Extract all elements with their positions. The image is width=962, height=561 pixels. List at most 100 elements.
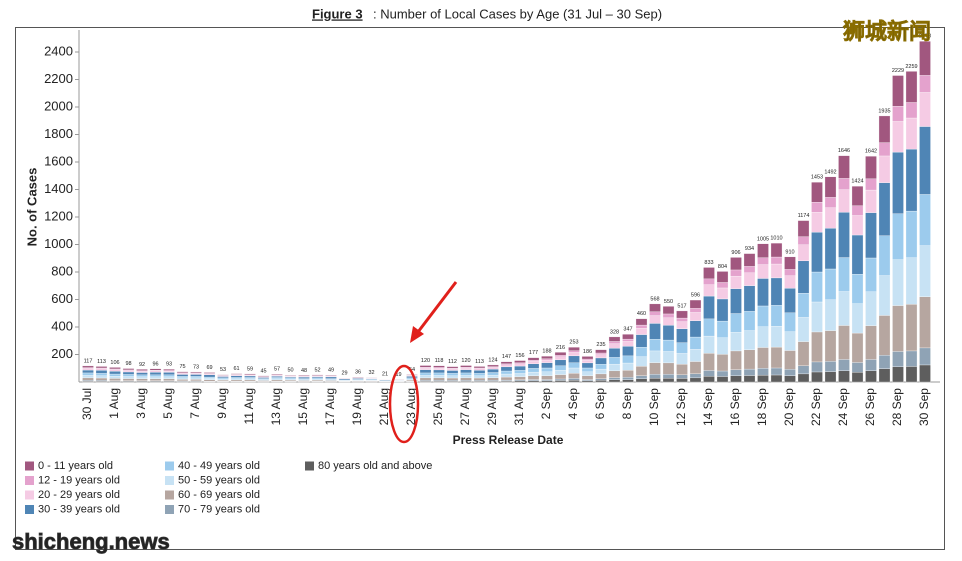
legend-swatch (25, 476, 34, 485)
bar-segment (905, 117, 918, 150)
bar-segment (514, 376, 526, 380)
x-tick-label: 31 Aug (512, 388, 526, 425)
bar-segment (446, 370, 459, 374)
total-label: 1492 (824, 169, 836, 175)
bar-segment (514, 373, 526, 377)
bar-segment (433, 368, 445, 371)
bar-segment (527, 361, 540, 364)
bar-segment (635, 375, 648, 379)
x-tick-label: 8 Sep (620, 388, 634, 420)
bar-segment (136, 376, 148, 379)
bar-segment (784, 269, 796, 276)
bar-segment (716, 354, 729, 372)
x-tick-label: 11 Aug (242, 388, 256, 424)
bar-segment (730, 375, 742, 383)
bar-segment (797, 293, 810, 318)
bar-segment (824, 207, 837, 229)
bar-segment (662, 374, 675, 379)
total-label: 188 (542, 349, 551, 355)
bar-segment (460, 377, 472, 381)
bar-segment (635, 324, 648, 329)
total-label: 45 (260, 368, 266, 374)
bar-segment (284, 378, 297, 381)
bar-segment (527, 379, 540, 381)
bar-segment (541, 358, 553, 361)
bar-segment (109, 370, 121, 375)
total-label: 1642 (865, 149, 877, 155)
total-label: 147 (502, 354, 511, 360)
bar-segment (176, 374, 189, 377)
bar-segment (689, 308, 702, 313)
bar-segment (676, 342, 688, 354)
bar-segment (689, 377, 702, 383)
bar-segment (865, 178, 877, 191)
y-tick-label: 1800 (44, 126, 73, 141)
total-label: 96 (152, 361, 158, 367)
bar-segment (244, 373, 256, 375)
bar-segment (892, 213, 904, 260)
bar-segment (730, 275, 742, 289)
bar-segment (851, 215, 864, 236)
y-tick-label: 2200 (44, 71, 73, 86)
bar-segment (811, 301, 823, 333)
bar-segment (797, 244, 810, 262)
bar-segment (649, 350, 661, 363)
bar-segment (109, 369, 121, 372)
bar-segment (190, 376, 202, 379)
bar-segment (595, 357, 607, 365)
bar-segment (595, 368, 607, 375)
x-tick-label: 14 Sep (701, 388, 715, 426)
bar-segment (95, 366, 108, 369)
bar-segment (919, 92, 931, 127)
bar-segment (595, 352, 607, 355)
bar-segment (460, 375, 472, 379)
bar-segment (878, 182, 891, 236)
total-label: 596 (691, 293, 700, 299)
bar-segment (460, 367, 472, 370)
bar-segment (325, 376, 337, 379)
bar-segment (554, 355, 567, 357)
bar-segment (136, 369, 148, 371)
bar-segment (730, 350, 742, 370)
bar-segment (568, 367, 580, 374)
bar-segment (406, 377, 418, 380)
bar-segment (203, 378, 216, 380)
bar-segment (622, 379, 634, 383)
bar-segment (433, 365, 445, 368)
x-tick-label: 19 Aug (350, 388, 364, 425)
bar-segment (419, 375, 432, 379)
legend-swatch (165, 490, 174, 500)
bar-segment (581, 362, 594, 369)
bar-segment (905, 148, 918, 212)
legend-swatch (25, 490, 34, 500)
bar-segment (460, 369, 472, 374)
bar-segment (622, 346, 634, 357)
bar-segment (703, 267, 715, 280)
x-tick-label: 20 Sep (782, 388, 796, 426)
bar-segment (163, 369, 175, 371)
bar-segment (878, 355, 891, 369)
bar-segment (689, 373, 702, 379)
bar-segment (500, 366, 513, 372)
bar-segment (905, 257, 918, 305)
legend-swatch (165, 476, 174, 485)
bar-segment (203, 372, 216, 374)
bar-segment (460, 365, 472, 368)
total-label: 117 (84, 358, 93, 364)
bar-segment (838, 189, 850, 213)
bar-segment (568, 373, 580, 379)
bar-segment (109, 376, 121, 379)
bar-segment (581, 375, 594, 380)
bar-segment (730, 288, 742, 314)
bar-segment (608, 341, 621, 344)
bar-segment (176, 371, 189, 373)
legend-swatch (25, 461, 34, 471)
bar-segment (82, 369, 94, 374)
y-axis-label: No. of Cases (24, 168, 39, 247)
bar-segment (851, 274, 864, 304)
y-tick-label: 1400 (44, 181, 73, 196)
bar-segment (919, 41, 931, 76)
bar-segment (622, 355, 634, 364)
bar-segment (892, 366, 904, 383)
bar-segment (514, 363, 526, 367)
